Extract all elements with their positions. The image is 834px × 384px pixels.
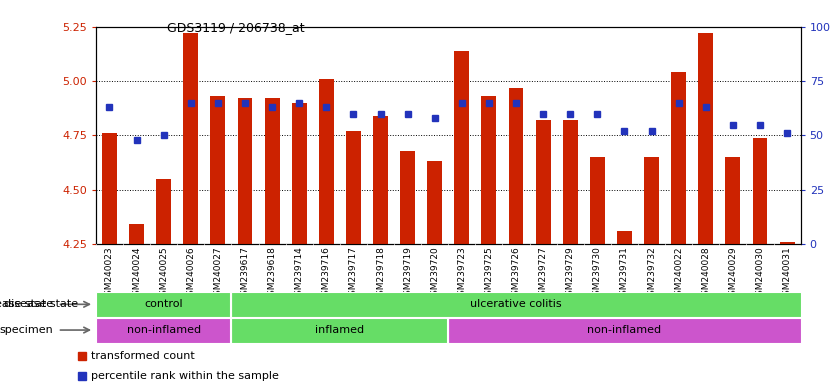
Bar bbox=[319, 79, 334, 244]
Text: specimen: specimen bbox=[0, 325, 53, 335]
Bar bbox=[535, 120, 550, 244]
Text: GSM240023: GSM240023 bbox=[105, 246, 114, 301]
Bar bbox=[449, 318, 801, 343]
Text: GSM240028: GSM240028 bbox=[701, 246, 711, 301]
Bar bbox=[590, 157, 605, 244]
Text: GSM239729: GSM239729 bbox=[565, 246, 575, 301]
Text: GSM239718: GSM239718 bbox=[376, 246, 385, 301]
Bar bbox=[210, 96, 225, 244]
Text: percentile rank within the sample: percentile rank within the sample bbox=[91, 371, 279, 381]
Text: GSM240029: GSM240029 bbox=[728, 246, 737, 301]
Bar bbox=[400, 151, 415, 244]
Text: GSM239720: GSM239720 bbox=[430, 246, 440, 301]
Text: disease state: disease state bbox=[0, 299, 53, 310]
Bar bbox=[481, 96, 496, 244]
Bar bbox=[427, 161, 442, 244]
Text: GSM239617: GSM239617 bbox=[240, 246, 249, 301]
Text: GSM239731: GSM239731 bbox=[620, 246, 629, 301]
Bar bbox=[346, 131, 361, 244]
Text: GSM239716: GSM239716 bbox=[322, 246, 331, 301]
Text: control: control bbox=[144, 299, 183, 310]
Text: GSM240024: GSM240024 bbox=[132, 246, 141, 301]
Text: GSM239723: GSM239723 bbox=[457, 246, 466, 301]
Text: GDS3119 / 206738_at: GDS3119 / 206738_at bbox=[167, 21, 304, 34]
Text: GSM240026: GSM240026 bbox=[186, 246, 195, 301]
Text: inflamed: inflamed bbox=[315, 325, 364, 335]
Bar bbox=[455, 51, 470, 244]
Bar bbox=[644, 157, 659, 244]
Text: non-inflamed: non-inflamed bbox=[127, 325, 201, 335]
Bar bbox=[102, 133, 117, 244]
Bar bbox=[96, 292, 232, 317]
Bar bbox=[264, 98, 279, 244]
Bar bbox=[96, 318, 232, 343]
Bar bbox=[752, 137, 767, 244]
Text: GSM240031: GSM240031 bbox=[782, 246, 791, 301]
Bar bbox=[292, 103, 307, 244]
Text: ulcerative colitis: ulcerative colitis bbox=[470, 299, 562, 310]
Bar bbox=[183, 33, 198, 244]
Bar bbox=[238, 98, 253, 244]
Text: transformed count: transformed count bbox=[91, 351, 195, 361]
Bar bbox=[232, 292, 801, 317]
Bar bbox=[617, 231, 632, 244]
Bar bbox=[129, 224, 144, 244]
Text: GSM239725: GSM239725 bbox=[485, 246, 494, 301]
Text: GSM239727: GSM239727 bbox=[539, 246, 548, 301]
Text: GSM239717: GSM239717 bbox=[349, 246, 358, 301]
Bar bbox=[509, 88, 524, 244]
Bar bbox=[156, 179, 171, 244]
Text: GSM239732: GSM239732 bbox=[647, 246, 656, 301]
Text: GSM239714: GSM239714 bbox=[294, 246, 304, 301]
Text: non-inflamed: non-inflamed bbox=[587, 325, 661, 335]
Text: GSM239719: GSM239719 bbox=[403, 246, 412, 301]
Text: GSM240025: GSM240025 bbox=[159, 246, 168, 301]
Text: GSM239618: GSM239618 bbox=[268, 246, 277, 301]
Bar bbox=[563, 120, 578, 244]
Bar bbox=[373, 116, 388, 244]
Bar bbox=[698, 33, 713, 244]
Text: GSM240030: GSM240030 bbox=[756, 246, 765, 301]
Text: GSM240027: GSM240027 bbox=[214, 246, 223, 301]
Bar bbox=[232, 318, 449, 343]
Bar bbox=[726, 157, 741, 244]
Text: GSM240022: GSM240022 bbox=[674, 246, 683, 301]
Bar bbox=[671, 73, 686, 244]
Text: GSM239726: GSM239726 bbox=[511, 246, 520, 301]
Text: GSM239730: GSM239730 bbox=[593, 246, 602, 301]
Text: disease state: disease state bbox=[4, 299, 78, 310]
Bar bbox=[780, 242, 795, 244]
